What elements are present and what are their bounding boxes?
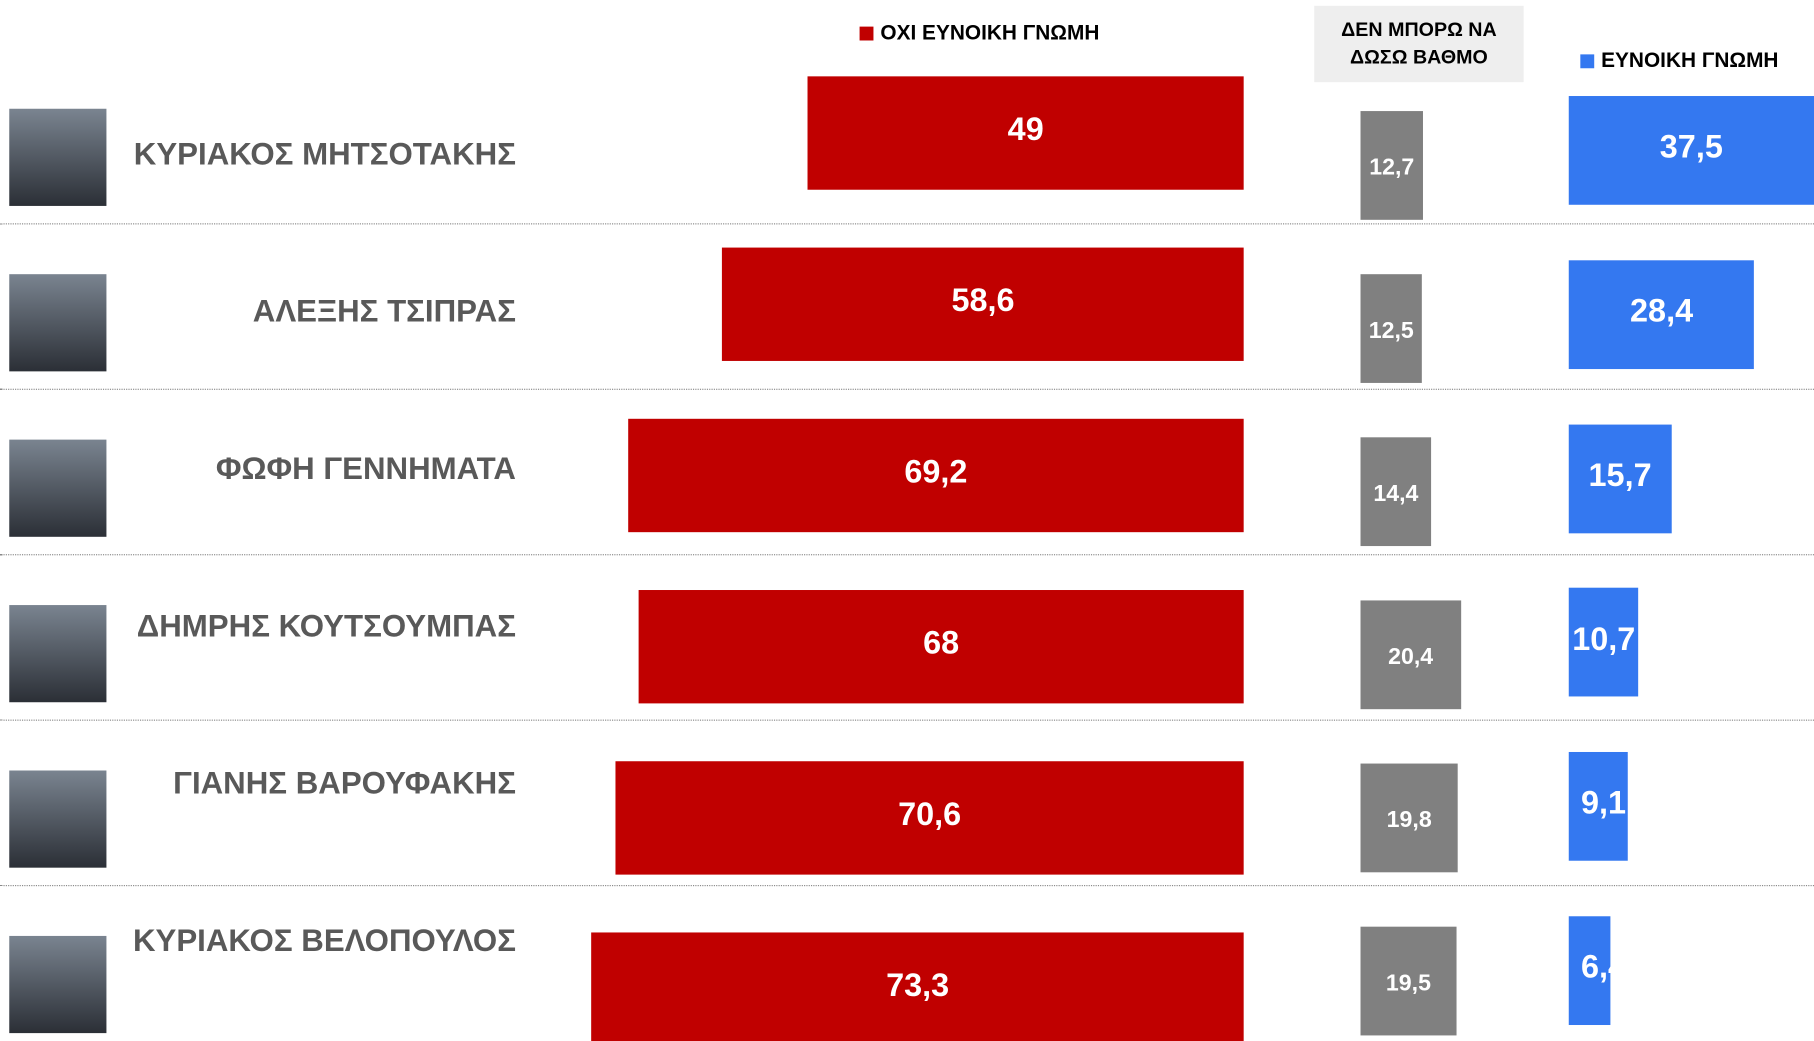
bar (628, 418, 1244, 533)
photo (9, 108, 107, 206)
candidate-name: ΚΥΡΙΑΚΟΣ ΒΕΛΟΠΟΥΛΟΣ (132, 923, 516, 958)
legend-label: ΕΥΝΟΙΚΗ ΓΝΩΜΗ (1601, 48, 1779, 72)
legend-swatch (859, 26, 874, 41)
value-label: 37,5 (1659, 128, 1723, 165)
bar (1568, 916, 1611, 1026)
value-label: 12,5 (1368, 318, 1414, 344)
legend-swatch (1580, 54, 1595, 69)
value-label: 19,8 (1386, 807, 1432, 833)
bar (722, 247, 1244, 361)
candidate-name: ΑΛΕΞΗΣ ΤΣΙΠΡΑΣ (252, 293, 516, 329)
photo (9, 274, 107, 372)
value-label: 68 (923, 624, 960, 661)
photo (9, 770, 107, 868)
bar (1568, 752, 1629, 861)
bar (615, 761, 1244, 875)
candidate-name: ΦΩΦΗ ΓΕΝΝΗΜΑΤΑ (215, 451, 516, 486)
photo (9, 605, 107, 703)
bar (1360, 111, 1423, 220)
candidate-name: ΓΙΑΝΗΣ ΒΑΡΟΥΦΑΚΗΣ (173, 765, 516, 801)
separator (0, 554, 1814, 556)
value-label: 49 (1007, 111, 1044, 148)
value-label: 12,7 (1369, 155, 1415, 181)
photo (9, 935, 107, 1034)
bar (1360, 763, 1458, 873)
bar (591, 932, 1244, 1041)
legend-box (1314, 5, 1524, 83)
bar (1360, 600, 1461, 710)
candidate-name: ΔΗΜΡΗΣ ΚΟΥΤΣΟΥΜΠΑΣ (136, 608, 516, 644)
separator (0, 719, 1814, 721)
value-label: 58,6 (951, 282, 1015, 319)
value-label: 9,1 (1580, 784, 1626, 821)
value-label: 6,4 (1580, 948, 1626, 985)
bar (1360, 274, 1422, 383)
legend-label: ΔΕΝ ΜΠΟΡΩ ΝΑ ΔΩΣΩ ΒΑΘΜΟ (1341, 18, 1497, 69)
separator (0, 223, 1814, 225)
value-label: 10,7 (1572, 620, 1636, 657)
candidate-name: ΚΥΡΙΑΚΟΣ ΜΗΤΣΟΤΑΚΗΣ (133, 136, 516, 172)
legend-label: ΟΧΙ ΕΥΝΟΙΚΗ ΓΝΩΜΗ (880, 20, 1100, 44)
value-label: 70,6 (898, 796, 962, 833)
bar (807, 76, 1244, 190)
bar (1360, 437, 1432, 547)
photo (9, 439, 107, 537)
value-label: 28,4 (1630, 292, 1694, 329)
separator (0, 388, 1814, 390)
bar (638, 590, 1244, 704)
bar (1568, 96, 1814, 205)
separator (0, 885, 1814, 887)
value-label: 14,4 (1373, 481, 1419, 507)
value-label: 15,7 (1588, 456, 1652, 493)
value-label: 73,3 (886, 967, 950, 1004)
bar (1568, 588, 1639, 697)
value-label: 69,2 (904, 453, 968, 490)
value-label: 19,5 (1385, 970, 1431, 997)
bar (1568, 260, 1755, 369)
bar (1568, 424, 1672, 533)
bar (1360, 926, 1457, 1036)
value-label: 20,4 (1388, 644, 1434, 670)
